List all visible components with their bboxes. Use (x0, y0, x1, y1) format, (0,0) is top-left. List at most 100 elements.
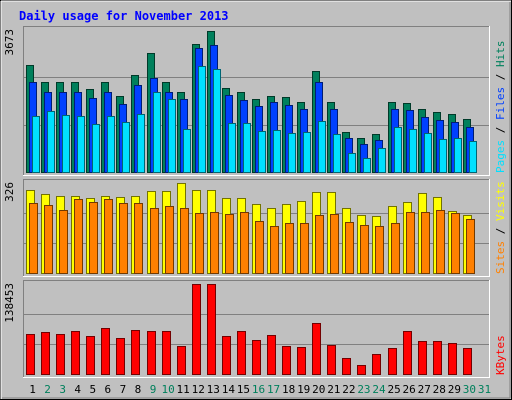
day-label: 11 (177, 383, 190, 396)
day-label: 20 (312, 383, 325, 396)
pages-bar (32, 116, 40, 173)
hits-max-label: 3673 (3, 29, 16, 56)
sites-bar (210, 212, 219, 274)
day-label: 24 (372, 383, 386, 396)
day-label: 6 (105, 383, 112, 396)
day-label: 4 (74, 383, 81, 396)
hits-legend-item: Hits (494, 41, 507, 68)
hits-legend: Pages / Files / Hits (494, 41, 507, 174)
visits-legend-item: Sites (494, 241, 507, 274)
hits-legend-item: Pages (494, 140, 507, 173)
day-label: 25 (387, 383, 400, 396)
pages-bar (213, 69, 221, 173)
kbytes-bar (403, 331, 412, 375)
sites-bar (421, 212, 430, 274)
day-label: 19 (297, 383, 310, 396)
pages-bar (137, 114, 145, 173)
kbytes-bar (312, 323, 321, 375)
day-label: 22 (342, 383, 355, 396)
hits-legend-item: / (494, 67, 507, 87)
sites-bar (150, 208, 159, 274)
pages-bar (439, 139, 447, 173)
visits-legend-item: Visits (494, 181, 507, 221)
pages-bar (228, 123, 236, 173)
kbytes-bar (177, 346, 186, 375)
pages-bar (273, 130, 281, 173)
kbytes-bar (26, 334, 35, 375)
pages-bar (378, 148, 386, 173)
kbytes-legend: KBytes (494, 335, 507, 375)
pages-bar (258, 131, 266, 173)
day-label: 31 (478, 383, 491, 396)
sites-bar (330, 214, 339, 274)
kbytes-bar (207, 284, 216, 375)
kbytes-bar (147, 331, 156, 375)
kbytes-bar (388, 348, 397, 375)
kbytes-bar (237, 331, 246, 375)
visits-legend: Sites / Visits (494, 181, 507, 274)
pages-bar (92, 124, 100, 173)
sites-bar (466, 219, 475, 274)
hits-panel: 3673 Pages / Files / Hits (3, 26, 507, 176)
sites-bar (180, 208, 189, 274)
pages-bar (243, 123, 251, 173)
sites-bar (240, 212, 249, 274)
day-label: 15 (237, 383, 250, 396)
pages-bar (333, 134, 341, 173)
kbytes-bar (418, 341, 427, 375)
day-label: 9 (150, 383, 157, 396)
day-label: 3 (59, 383, 66, 396)
day-label: 17 (267, 383, 280, 396)
pages-bar (288, 133, 296, 173)
kbytes-bar (86, 336, 95, 375)
day-label: 16 (252, 383, 265, 396)
kbytes-bar (448, 343, 457, 375)
day-label: 26 (403, 383, 416, 396)
kbytes-bar (101, 328, 110, 375)
pages-bar (153, 92, 161, 173)
day-label: 21 (327, 383, 340, 396)
kbytes-bar (162, 331, 171, 375)
day-label: 29 (448, 383, 461, 396)
sites-bar (375, 226, 384, 274)
kbytes-bar (71, 331, 80, 375)
pages-bar (469, 141, 477, 173)
day-label: 13 (207, 383, 220, 396)
hits-legend-item: / (494, 120, 507, 140)
hits-legend-item: Files (494, 87, 507, 120)
sites-bar (436, 210, 445, 274)
pages-bar (454, 138, 462, 173)
day-label: 8 (135, 383, 142, 396)
pages-bar (409, 129, 417, 173)
day-label: 7 (120, 383, 127, 396)
sites-bar (225, 214, 234, 274)
sites-bar (255, 221, 264, 274)
pages-bar (363, 158, 371, 173)
kbytes-bar (463, 348, 472, 375)
pages-bar (107, 116, 115, 173)
pages-bar (198, 66, 206, 173)
kbytes-bar (222, 336, 231, 375)
kbytes-max-label: 138453 (3, 283, 16, 323)
kbytes-legend-item: KBytes (494, 335, 507, 375)
pages-bar (183, 129, 191, 173)
sites-bar (74, 199, 83, 274)
pages-bar (77, 116, 85, 173)
pages-bar (122, 122, 130, 173)
sites-bar (300, 223, 309, 274)
sites-bar (134, 203, 143, 274)
kbytes-bar (192, 284, 201, 375)
pages-bar (303, 132, 311, 173)
day-label: 28 (433, 383, 446, 396)
sites-bar (406, 212, 415, 274)
kbytes-bar (56, 334, 65, 375)
sites-bar (270, 226, 279, 274)
sites-bar (44, 205, 53, 274)
visits-panel: 326 Sites / Visits (3, 179, 507, 277)
sites-bar (345, 222, 354, 274)
kbytes-bar (131, 330, 140, 375)
pages-bar (394, 127, 402, 173)
day-label: 10 (161, 383, 174, 396)
sites-bar (391, 223, 400, 274)
